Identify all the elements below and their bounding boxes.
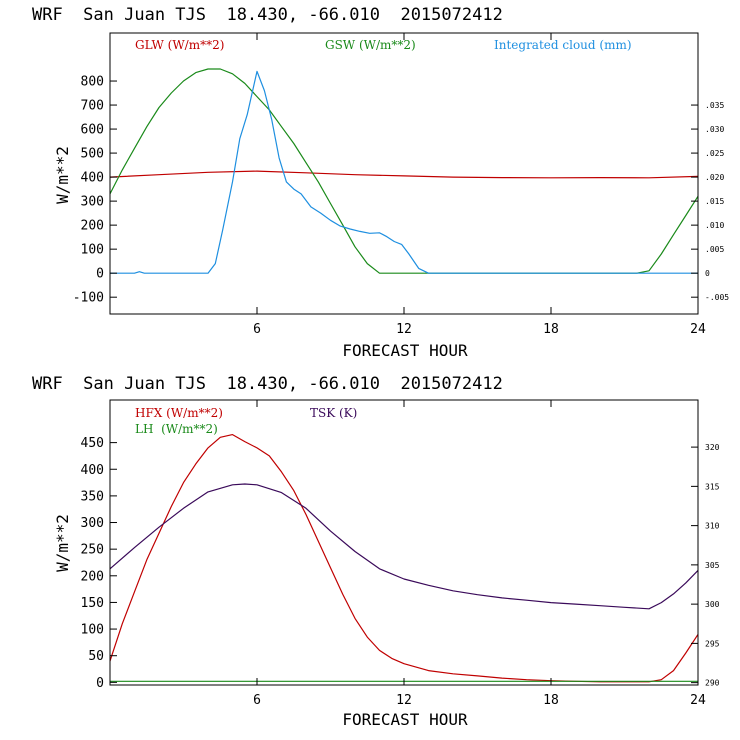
- panel-2-y-tick-label: 250: [81, 543, 104, 558]
- panel-1-y-tick-label: 200: [81, 219, 104, 234]
- panel-2-y-tick-label: 400: [81, 463, 104, 478]
- panel-2-y-tick-label: 450: [81, 436, 104, 451]
- panel-1-legend-glw: GLW (W/m**2): [135, 38, 224, 52]
- panel-2-y2-tick-label: 320: [705, 443, 720, 452]
- panel-1-y2-tick-label: .035: [705, 101, 724, 110]
- panel-2-y2-tick-label: 290: [705, 679, 720, 688]
- panel-2-legend-hfx: HFX (W/m**2): [135, 406, 223, 420]
- panel-2-title: WRF San Juan TJS 18.430, -66.010 2015072…: [32, 374, 503, 394]
- panel-2-y-tick-label: 300: [81, 516, 104, 531]
- panel-1-x-axis-label: FORECAST HOUR: [342, 341, 468, 360]
- panel-2-legend-tsk: TSK (K): [310, 406, 357, 420]
- panel-2-x-tick-label: 12: [396, 693, 412, 708]
- panel-1-y-tick-label: 100: [81, 243, 104, 258]
- panel-1-y-tick-label: 500: [81, 147, 104, 162]
- panel-1-y-tick-label: 600: [81, 123, 104, 138]
- panel-1-y2-tick-label: .010: [705, 221, 724, 230]
- panel-1-axes: 6 12 18 24 -100 0 100 200 300 400 500 600 700 800 -.00…: [73, 33, 729, 337]
- panel-2-series-hfx-line: [109, 434, 699, 683]
- panel-1-y2-tick-label: .020: [705, 173, 724, 182]
- panel-2-y2-tick-label: 295: [705, 639, 720, 648]
- panel-2-x-tick-label: 6: [253, 693, 261, 708]
- panel-2-plot-frame: [109, 399, 699, 686]
- panel-2-y2-tick-label: 315: [705, 482, 720, 491]
- panel-2-y-tick-label: 50: [88, 649, 104, 664]
- panel-1-y2-tick-label: -.005: [705, 293, 729, 302]
- panel-2-axes: 6 12 18 24 0 50 100 150 200 250 300 350 400 450 290 295…: [81, 400, 720, 708]
- panel-2: WRF San Juan TJS 18.430, -66.010 2015072…: [32, 374, 720, 729]
- panel-1-y2-tick-label: .025: [705, 149, 724, 158]
- panel-1-x-tick-label: 24: [690, 322, 706, 337]
- panel-2-x-tick-label: 24: [690, 693, 706, 708]
- panel-1-series-integrated-line: [110, 70, 698, 274]
- panel-2-series-tsk-line: [109, 483, 699, 610]
- panel-1-y2-tick-label: .015: [705, 197, 724, 206]
- panel-1-y-tick-label: 300: [81, 195, 104, 210]
- panel-2-y2-tick-label: 310: [705, 522, 720, 531]
- panel-2-y-tick-label: 350: [81, 489, 104, 504]
- panel-2-series: [109, 434, 699, 683]
- panel-2-y-tick-label: 100: [81, 623, 104, 638]
- panel-1: WRF San Juan TJS 18.430, -66.010 2015072…: [32, 5, 729, 360]
- panel-2-x-axis-label: FORECAST HOUR: [342, 710, 468, 729]
- panel-1-y-tick-label: 400: [81, 171, 104, 186]
- panel-2-legend-lh: LH (W/m**2): [135, 422, 218, 436]
- panel-1-y-tick-label: -100: [73, 291, 104, 306]
- panel-1-series-gsw-line: [109, 68, 699, 274]
- panel-2-y-axis-label: W/m**2: [53, 514, 72, 572]
- panel-2-x-tick-label: 18: [543, 693, 559, 708]
- panel-1-legend-cloud: Integrated cloud (mm): [494, 38, 632, 52]
- panel-1-series-glw-line: [109, 170, 699, 179]
- panel-1-x-tick-label: 12: [396, 322, 412, 337]
- panel-1-y2-tick-label: 0: [705, 269, 710, 278]
- panel-1-x-tick-label: 6: [253, 322, 261, 337]
- panel-1-plot-frame: [109, 32, 699, 315]
- panel-1-y-tick-label: 800: [81, 75, 104, 90]
- panel-1-y-tick-label: 0: [96, 267, 104, 282]
- panel-2-y2-tick-label: 305: [705, 561, 720, 570]
- panel-1-legend-gsw: GSW (W/m**2): [325, 38, 416, 52]
- panel-1-y-axis-label: W/m**2: [53, 146, 72, 204]
- panel-2-y-tick-label: 0: [96, 676, 104, 691]
- panel-1-x-tick-label: 18: [543, 322, 559, 337]
- panel-2-y2-tick-label: 300: [705, 600, 720, 609]
- panel-1-title: WRF San Juan TJS 18.430, -66.010 2015072…: [32, 5, 503, 25]
- panel-2-y-tick-label: 200: [81, 569, 104, 584]
- panel-1-y2-tick-label: .005: [705, 245, 724, 254]
- panel-1-series: [109, 68, 699, 274]
- panel-2-y-tick-label: 150: [81, 596, 104, 611]
- panel-1-y2-tick-label: .030: [705, 125, 724, 134]
- panel-1-y-tick-label: 700: [81, 99, 104, 114]
